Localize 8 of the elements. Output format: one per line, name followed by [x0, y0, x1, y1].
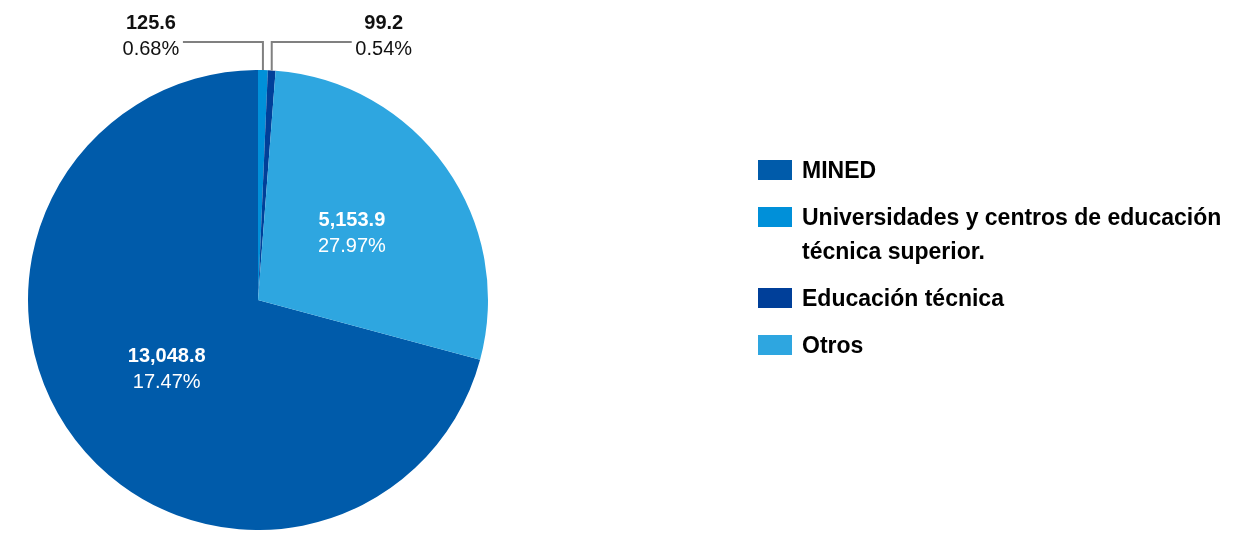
- data-label: 13,048.8 17.47%: [127, 344, 206, 393]
- data-label: 5,153.9 27.97%: [317, 208, 387, 257]
- legend-label: Universidades y centros de educación técnica superior.: [802, 203, 1223, 266]
- legend-label: Otros: [802, 331, 864, 360]
- legend-label: Educación técnica: [802, 284, 1004, 313]
- data-label: 125.6 0.68%: [122, 10, 180, 59]
- data-label: 99.2 0.54%: [355, 10, 413, 59]
- legend-label: MINED: [802, 156, 877, 185]
